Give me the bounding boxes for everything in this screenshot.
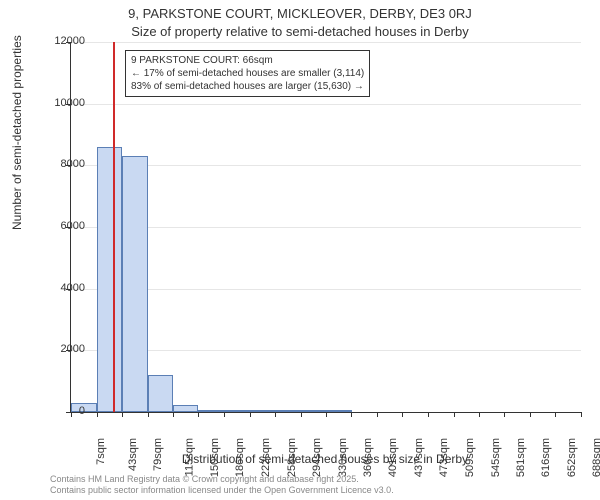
annotation-line: 83% of semi-detached houses are larger (… — [131, 80, 364, 93]
x-tick-mark — [148, 412, 149, 417]
x-tick-mark — [402, 412, 403, 417]
x-tick-mark — [454, 412, 455, 417]
grid-line — [71, 104, 581, 105]
histogram-bar — [250, 410, 276, 412]
y-tick-label: 2000 — [35, 343, 85, 355]
chart-container: 9, PARKSTONE COURT, MICKLEOVER, DERBY, D… — [0, 0, 600, 500]
reference-line — [113, 42, 115, 412]
x-tick-mark — [555, 412, 556, 417]
histogram-bar — [173, 405, 199, 412]
x-axis-label: Distribution of semi-detached houses by … — [70, 452, 580, 466]
histogram-bar — [301, 410, 327, 412]
x-tick-mark — [173, 412, 174, 417]
chart-title-sub: Size of property relative to semi-detach… — [0, 24, 600, 39]
histogram-bar — [148, 375, 174, 412]
x-tick-mark — [250, 412, 251, 417]
x-tick-mark — [428, 412, 429, 417]
chart-title-main: 9, PARKSTONE COURT, MICKLEOVER, DERBY, D… — [0, 6, 600, 21]
y-tick-label: 12000 — [35, 35, 85, 47]
x-tick-mark — [275, 412, 276, 417]
x-tick-label: 688sqm — [592, 438, 600, 477]
histogram-bar — [97, 147, 123, 412]
x-tick-mark — [530, 412, 531, 417]
x-tick-mark — [224, 412, 225, 417]
y-tick-label: 6000 — [35, 220, 85, 232]
annotation-box: 9 PARKSTONE COURT: 66sqm← 17% of semi-de… — [125, 50, 370, 97]
histogram-bar — [275, 410, 301, 412]
histogram-bar — [198, 410, 224, 412]
x-tick-mark — [122, 412, 123, 417]
y-tick-label: 8000 — [35, 158, 85, 170]
x-tick-mark — [351, 412, 352, 417]
x-tick-mark — [198, 412, 199, 417]
plot-area: 7sqm43sqm79sqm115sqm150sqm186sqm222sqm25… — [70, 42, 581, 413]
x-tick-mark — [301, 412, 302, 417]
y-axis-label: Number of semi-detached properties — [10, 35, 24, 230]
histogram-bar — [326, 410, 352, 412]
histogram-bar — [122, 156, 148, 412]
x-tick-mark — [479, 412, 480, 417]
x-tick-mark — [504, 412, 505, 417]
x-tick-mark — [581, 412, 582, 417]
x-tick-mark — [326, 412, 327, 417]
x-tick-mark — [97, 412, 98, 417]
footer-attribution: Contains HM Land Registry data © Crown c… — [50, 474, 394, 496]
footer-line-2: Contains public sector information licen… — [50, 485, 394, 496]
histogram-bar — [224, 410, 250, 412]
y-tick-label: 4000 — [35, 282, 85, 294]
grid-line — [71, 42, 581, 43]
y-tick-label: 0 — [35, 405, 85, 417]
annotation-line: ← 17% of semi-detached houses are smalle… — [131, 67, 364, 80]
y-tick-label: 10000 — [35, 97, 85, 109]
footer-line-1: Contains HM Land Registry data © Crown c… — [50, 474, 394, 485]
x-tick-mark — [377, 412, 378, 417]
annotation-line: 9 PARKSTONE COURT: 66sqm — [131, 54, 364, 67]
